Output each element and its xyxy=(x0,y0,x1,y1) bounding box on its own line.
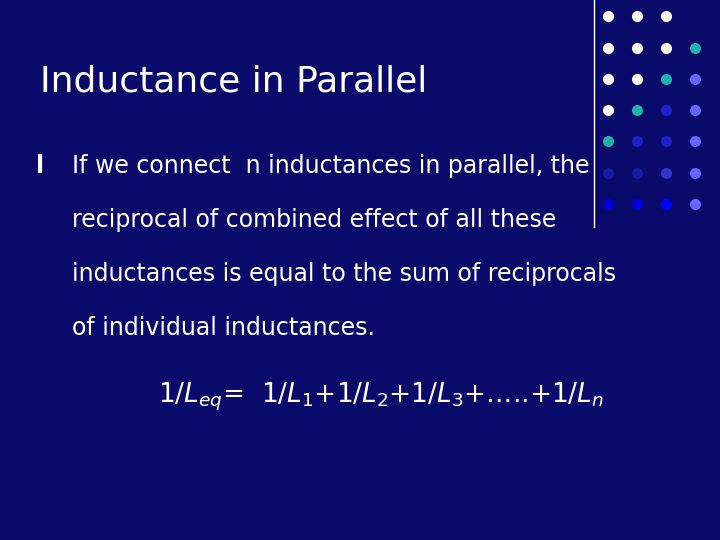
Text: reciprocal of combined effect of all these: reciprocal of combined effect of all the… xyxy=(72,208,557,232)
Text: If we connect  n inductances in parallel, the: If we connect n inductances in parallel,… xyxy=(72,154,590,178)
Text: inductances is equal to the sum of reciprocals: inductances is equal to the sum of recip… xyxy=(72,262,616,286)
Text: $1/L_{eq}$=  $1/L_1$+$1/L_2$+$1/L_3$+…..+$1/L_n$: $1/L_{eq}$= $1/L_1$+$1/L_2$+$1/L_3$+…..+… xyxy=(158,381,604,413)
Text: l: l xyxy=(35,154,44,178)
Text: Inductance in Parallel: Inductance in Parallel xyxy=(40,65,427,99)
Text: of individual inductances.: of individual inductances. xyxy=(72,316,375,340)
